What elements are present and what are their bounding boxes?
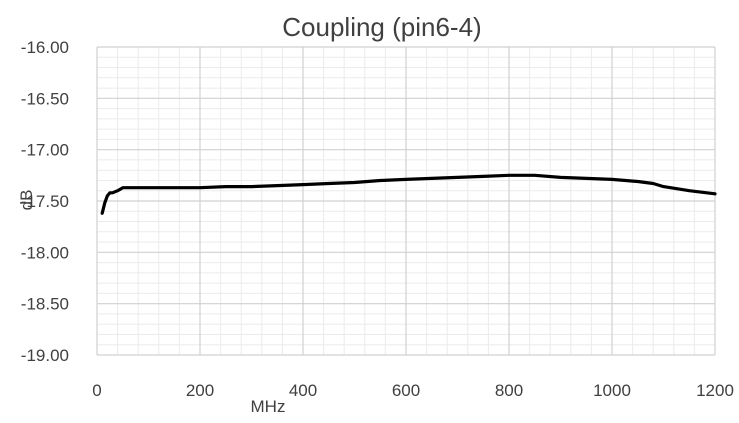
y-tick-label: -19.00 [21,346,69,365]
y-tick-label: -17.00 [21,141,69,160]
y-tick-label: -16.00 [21,38,69,57]
y-tick-label: -16.50 [21,89,69,108]
x-tick-label: 0 [92,381,101,400]
x-axis-ticks: 0 200 400 600 800 1000 1200 [92,381,734,400]
y-axis-label: dB [17,190,36,211]
x-tick-label: 1000 [593,381,631,400]
chart-title: Coupling (pin6-4) [282,12,481,42]
x-tick-label: 600 [392,381,420,400]
x-tick-label: 400 [289,381,317,400]
y-tick-label: -18.50 [21,295,69,314]
x-tick-label: 800 [495,381,523,400]
x-tick-label: 200 [186,381,214,400]
x-axis-label: MHz [251,397,286,416]
y-tick-label: -17.50 [21,192,69,211]
y-tick-label: -18.00 [21,243,69,262]
series-group [100,173,717,215]
x-tick-label: 1200 [696,381,734,400]
series-line [100,173,717,215]
major-gridlines [96,46,716,356]
y-axis-ticks: -16.00 -16.50 -17.00 -17.50 -18.00 -18.50 -19.… [21,38,69,365]
